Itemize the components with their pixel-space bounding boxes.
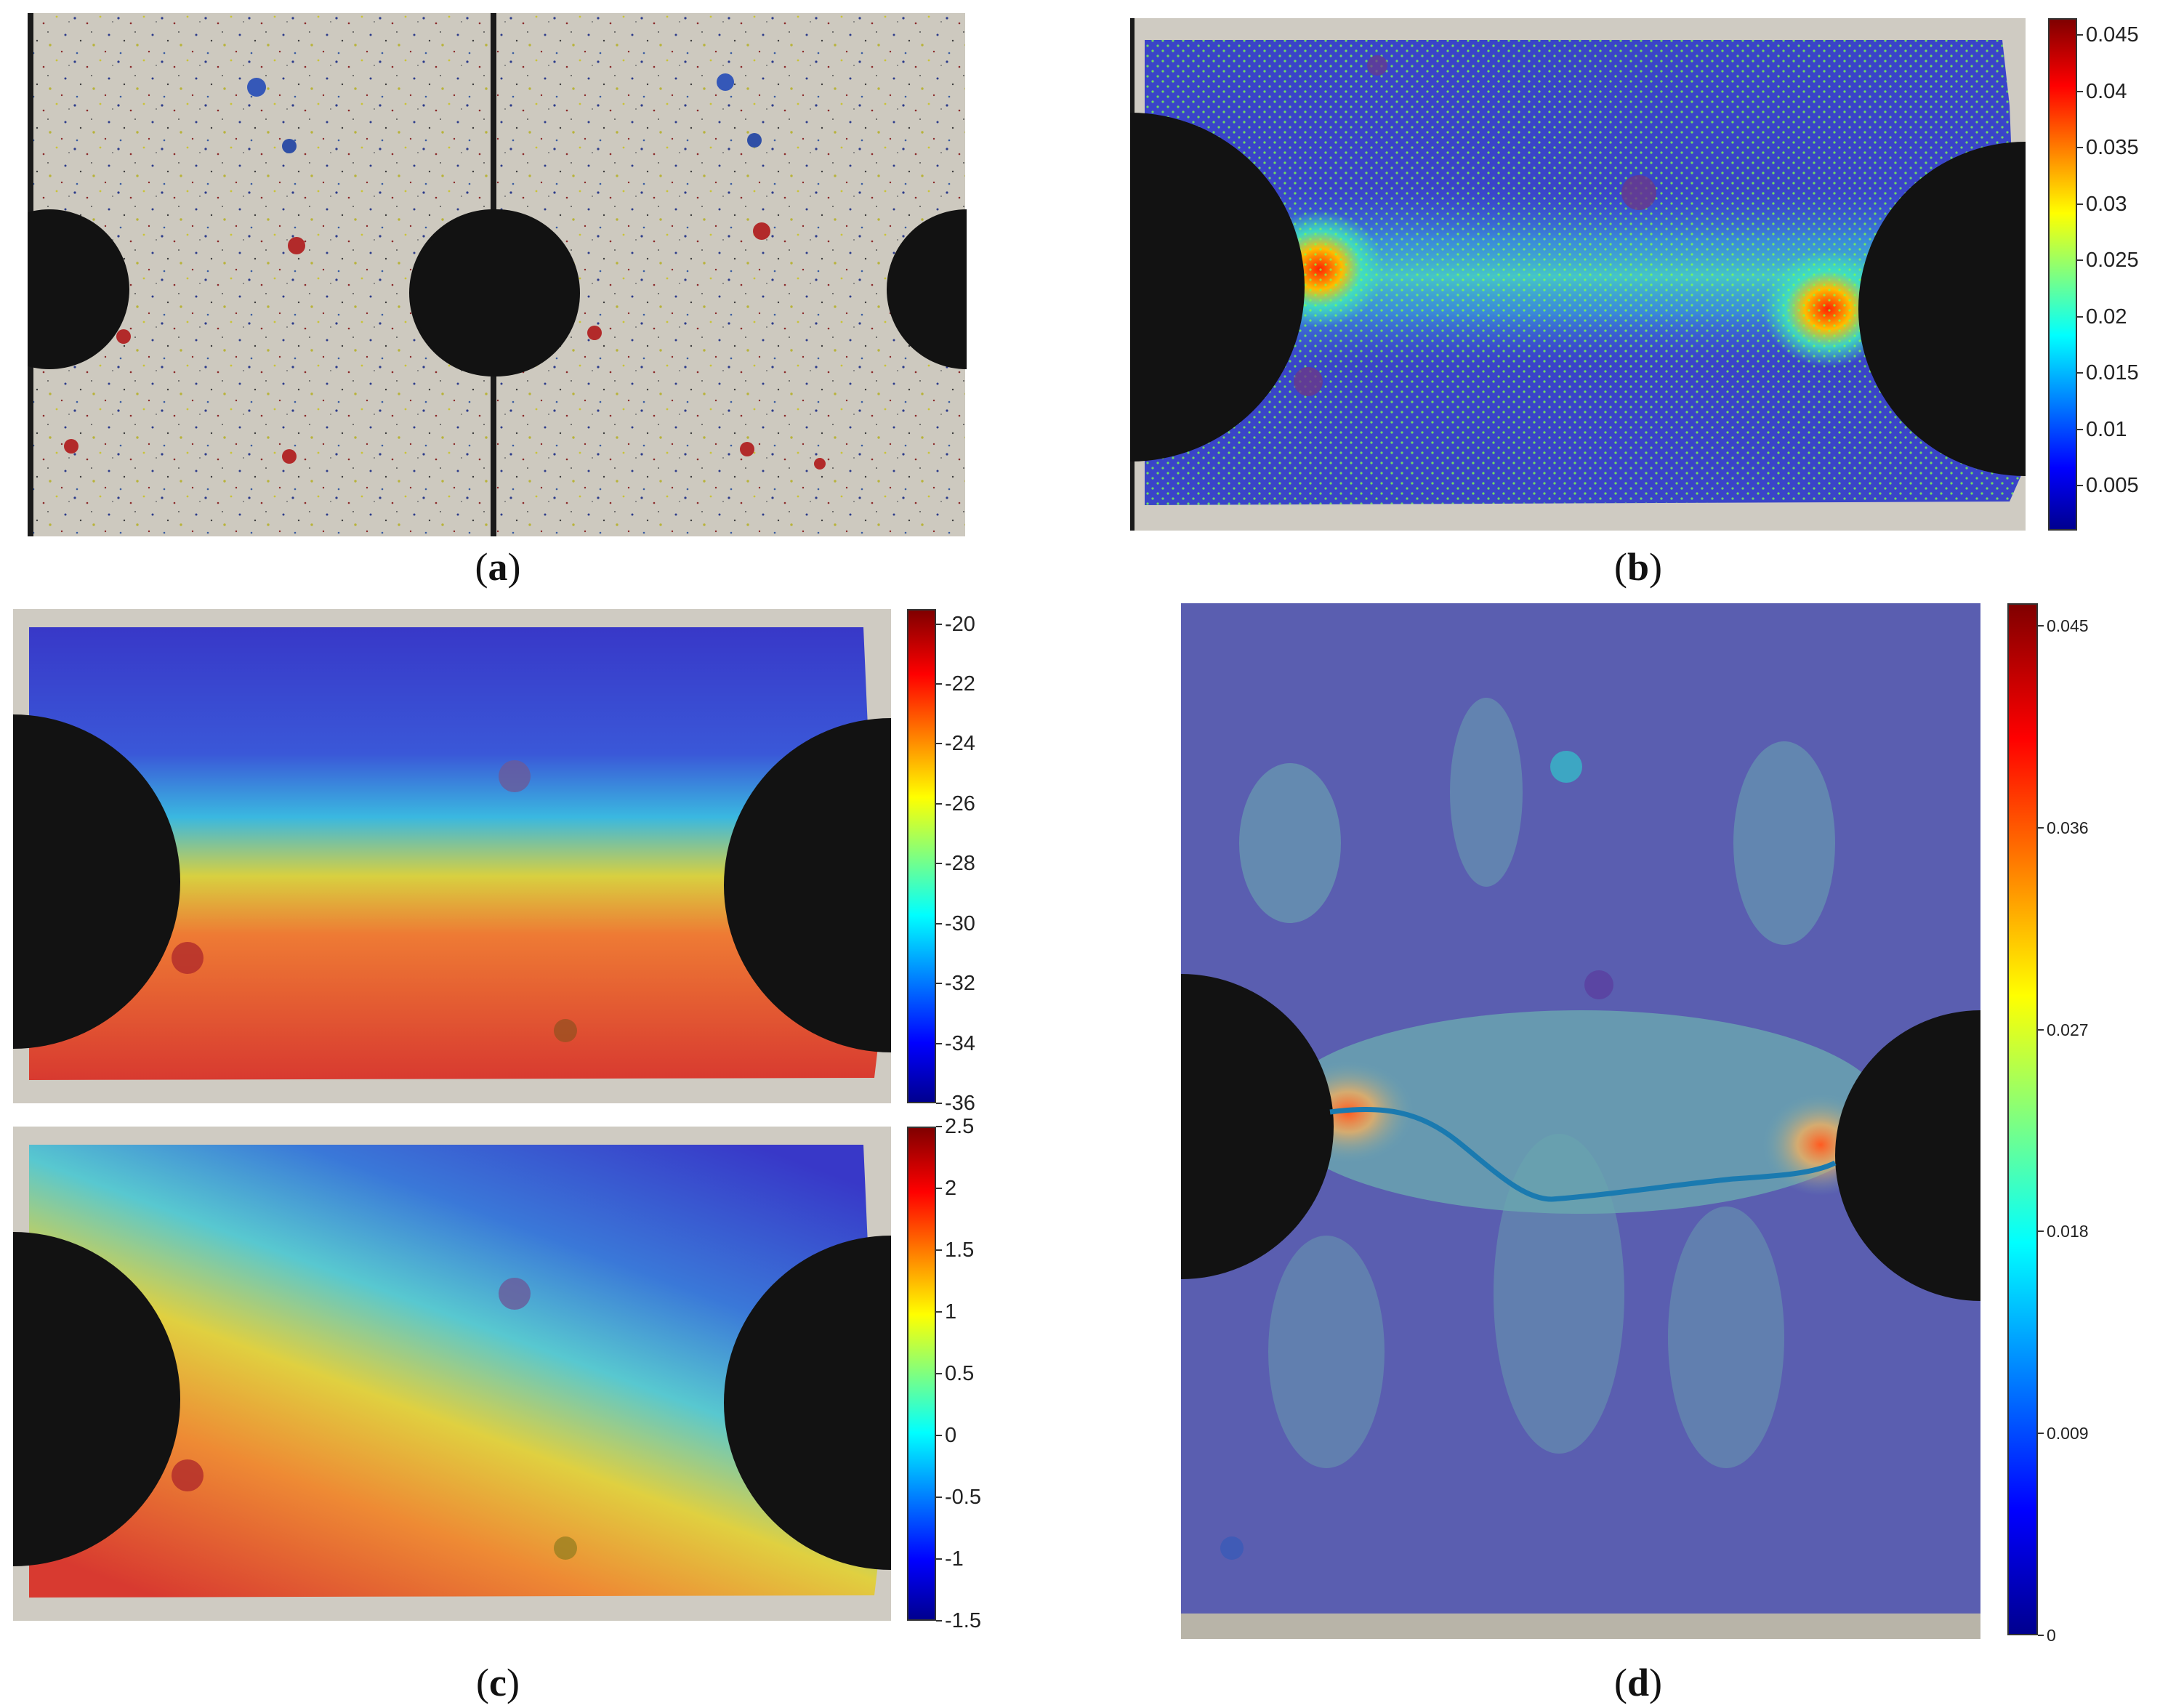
panel-a-image [28, 13, 967, 536]
colorbar-tick-label: 0.015 [2086, 361, 2139, 385]
colorbar-tick-label: -20 [945, 612, 975, 636]
colorbar-tick-label: -1.5 [945, 1609, 981, 1632]
colorbar-tick-mark [2077, 428, 2083, 430]
panel-c-top-field [13, 609, 891, 1103]
colorbar-tick-label: 2.5 [945, 1115, 975, 1138]
colorbar-tick-mark [2077, 147, 2083, 149]
colorbar-tick-mark [2077, 259, 2083, 262]
panel-b-strain-field [1130, 18, 2026, 531]
colorbar-tick-mark [2038, 1230, 2044, 1233]
caption-c: (c) [476, 1661, 520, 1704]
colorbar-tick-mark [2077, 315, 2083, 318]
colorbar-tick-mark [936, 1620, 942, 1622]
colorbar-tick-label: 0.03 [2086, 192, 2127, 216]
colorbar-tick-mark [2077, 485, 2083, 487]
colorbar-tick-label: -28 [945, 852, 975, 876]
colorbar-tick-mark [2038, 624, 2044, 627]
colorbar-tick-label: 0.009 [2047, 1424, 2089, 1443]
colorbar-tick-mark [2038, 1028, 2044, 1031]
colorbar-tick-mark [936, 1496, 942, 1498]
colorbar-tick-mark [936, 1126, 942, 1127]
colorbar-tick-mark [936, 1249, 942, 1251]
colorbar-tick-mark [936, 1188, 942, 1189]
colorbar-tick-label: 0.005 [2086, 474, 2139, 498]
colorbar-tick-mark [936, 1558, 942, 1560]
colorbar-tick-mark [936, 983, 942, 985]
colorbar-tick-mark [2038, 1635, 2044, 1636]
colorbar-tick-label: 0.025 [2086, 249, 2139, 273]
colorbar-tick-mark [936, 863, 942, 865]
colorbar-tick-mark [2077, 372, 2083, 374]
colorbar-tick-mark [936, 922, 942, 925]
colorbar-tick-label: 0.035 [2086, 136, 2139, 160]
colorbar-tick-label: 0 [945, 1424, 957, 1447]
colorbar-tick-mark [936, 623, 942, 625]
colorbar-tick-mark [2077, 90, 2083, 92]
colorbar-tick-label: 0.04 [2086, 79, 2127, 103]
colorbar-c-bottom [907, 1127, 936, 1621]
colorbar-tick-label: 0.027 [2047, 1020, 2089, 1039]
colorbar-tick-mark [936, 1435, 942, 1436]
colorbar-d [2007, 603, 2038, 1635]
panel-d-crack-field [1181, 603, 1980, 1639]
panel-c-bottom-field [13, 1127, 891, 1621]
colorbar-tick-label: 0.018 [2047, 1222, 2089, 1241]
colorbar-c-top [907, 609, 936, 1103]
colorbar-tick-label: 0.02 [2086, 305, 2127, 329]
colorbar-tick-mark [2077, 34, 2083, 36]
colorbar-tick-mark [936, 743, 942, 745]
colorbar-tick-label: -1 [945, 1547, 964, 1571]
colorbar-tick-label: 2 [945, 1177, 957, 1200]
caption-b: (b) [1613, 545, 1662, 589]
colorbar-tick-label: 1 [945, 1300, 957, 1324]
colorbar-tick-label: 1.5 [945, 1238, 975, 1262]
caption-a: (a) [475, 545, 521, 589]
colorbar-b [2048, 18, 2077, 531]
colorbar-tick-mark [936, 1103, 942, 1104]
colorbar-tick-label: -24 [945, 732, 975, 756]
colorbar-tick-label: -22 [945, 672, 975, 696]
colorbar-tick-label: 0.01 [2086, 417, 2127, 441]
colorbar-tick-mark [936, 802, 942, 805]
colorbar-tick-mark [936, 1373, 942, 1374]
colorbar-tick-label: -30 [945, 911, 975, 935]
colorbar-tick-mark [2077, 203, 2083, 205]
colorbar-tick-mark [2038, 1433, 2044, 1435]
colorbar-tick-label: -0.5 [945, 1486, 981, 1509]
colorbar-tick-label: -36 [945, 1092, 975, 1115]
colorbar-tick-mark [936, 1042, 942, 1044]
colorbar-tick-mark [936, 683, 942, 685]
colorbar-tick-label: 0.045 [2047, 616, 2089, 635]
colorbar-tick-label: -34 [945, 1031, 975, 1055]
colorbar-tick-label: 0.036 [2047, 818, 2089, 837]
colorbar-tick-label: -32 [945, 972, 975, 996]
colorbar-tick-mark [2038, 826, 2044, 829]
colorbar-tick-label: -26 [945, 791, 975, 815]
colorbar-tick-mark [936, 1311, 942, 1313]
colorbar-tick-label: 0.045 [2086, 23, 2139, 47]
colorbar-tick-label: 0.5 [945, 1362, 975, 1385]
caption-d: (d) [1613, 1661, 1662, 1704]
colorbar-tick-label: 0 [2047, 1626, 2056, 1645]
